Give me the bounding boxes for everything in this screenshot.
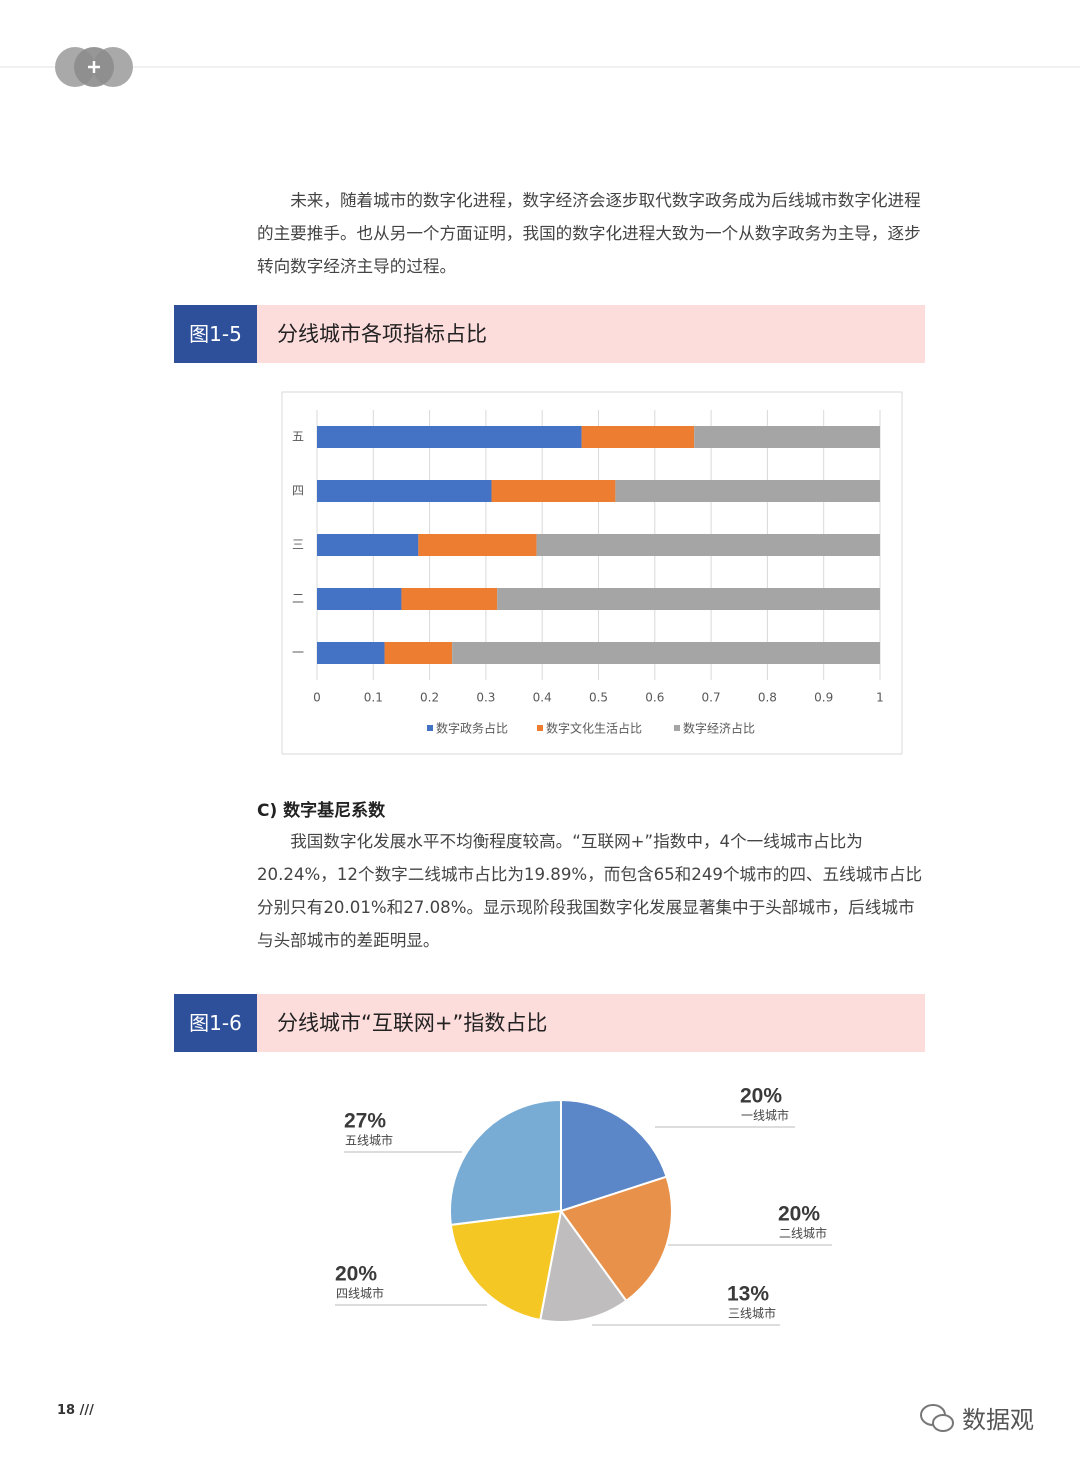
- chart-frame: [281, 391, 903, 755]
- bar-segment: [452, 642, 880, 664]
- bar-segment: [694, 426, 880, 448]
- bar-segment: [497, 588, 880, 610]
- watermark: 数据观: [962, 1406, 1034, 1434]
- x-tick-label: 0.8: [758, 691, 777, 705]
- pie-slice: [539, 1208, 628, 1323]
- x-tick-label: 0.3: [476, 691, 495, 705]
- x-tick-label: 1: [876, 691, 884, 705]
- legend-label: 数字文化生活占比: [546, 721, 642, 736]
- legend-label: 数字政务占比: [436, 721, 508, 736]
- section-heading: C) 数字基尼系数: [257, 801, 386, 821]
- bar-segment: [317, 480, 492, 502]
- figure-title: 分线城市“互联网+”指数占比: [277, 1011, 548, 1035]
- x-tick-label: 0: [313, 691, 321, 705]
- legend-swatch: [674, 725, 680, 731]
- bar-segment: [536, 534, 880, 556]
- y-tick-label: 二: [292, 592, 304, 606]
- data-label: 13%: [727, 1283, 769, 1306]
- bar-segment: [317, 588, 402, 610]
- data-label: 27%: [344, 1110, 386, 1133]
- legend-label: 数字经济占比: [683, 721, 755, 736]
- category-label: 五线城市: [345, 1133, 393, 1148]
- bar-segment: [491, 480, 616, 502]
- x-tick-label: 0.9: [814, 691, 833, 705]
- wechat-icon: [920, 1404, 954, 1432]
- pie-slice: [559, 1175, 673, 1303]
- bar-segment: [401, 588, 498, 610]
- bar-segment: [615, 480, 880, 502]
- data-label: 20%: [778, 1203, 820, 1226]
- figure-number: 图1-5: [174, 305, 257, 363]
- bar-chart: 0 0.1 0.2 0.3 0.4 0.5 0.6 0.7 0.8 0.9 1 一 二 三 四 五数字政务占比…: [281, 391, 903, 755]
- bar-segment: [317, 426, 582, 448]
- pie-slice: [449, 1209, 563, 1322]
- pie-slice: [449, 1098, 562, 1227]
- data-label: 20%: [335, 1263, 377, 1286]
- y-tick-label: 五: [292, 430, 304, 444]
- legend-swatch: [537, 725, 543, 731]
- x-tick-label: 0.5: [589, 691, 608, 705]
- page-number: 18 ///: [57, 1403, 94, 1418]
- figure-banner: 图1-5 分线城市各项指标占比: [174, 305, 925, 363]
- header-decoration: [0, 47, 1080, 87]
- y-tick-label: 一: [292, 646, 304, 660]
- y-tick-label: 三: [292, 538, 304, 552]
- paragraph: 我国数字化发展水平不均衡程度较高。“互联网+”指数中，4个一线城市占比为20.2…: [257, 832, 923, 950]
- bar-segment: [317, 534, 419, 556]
- x-tick-label: 0.4: [533, 691, 552, 705]
- pie-slice: [560, 1098, 668, 1213]
- bar-segment: [384, 642, 453, 664]
- bar-segment: [317, 642, 385, 664]
- paragraph: 未来，随着城市的数字化进程，数字经济会逐步取代数字政务成为后线城市数字化进程的主…: [257, 191, 921, 276]
- x-tick-label: 0.6: [645, 691, 664, 705]
- figure-title: 分线城市各项指标占比: [277, 322, 487, 346]
- category-label: 三线城市: [728, 1306, 776, 1321]
- y-tick-label: 四: [292, 484, 304, 498]
- data-label: 20%: [740, 1085, 782, 1108]
- bar-segment: [418, 534, 537, 556]
- figure-number: 图1-6: [174, 994, 257, 1052]
- bar-segment: [581, 426, 695, 448]
- x-tick-label: 0.7: [702, 691, 721, 705]
- x-tick-label: 0.2: [420, 691, 439, 705]
- figure-banner: 图1-6 分线城市“互联网+”指数占比: [174, 994, 925, 1052]
- category-label: 二线城市: [779, 1226, 827, 1241]
- x-tick-label: 0.1: [364, 691, 383, 705]
- category-label: 一线城市: [741, 1108, 789, 1123]
- category-label: 四线城市: [336, 1286, 384, 1301]
- legend-swatch: [427, 725, 433, 731]
